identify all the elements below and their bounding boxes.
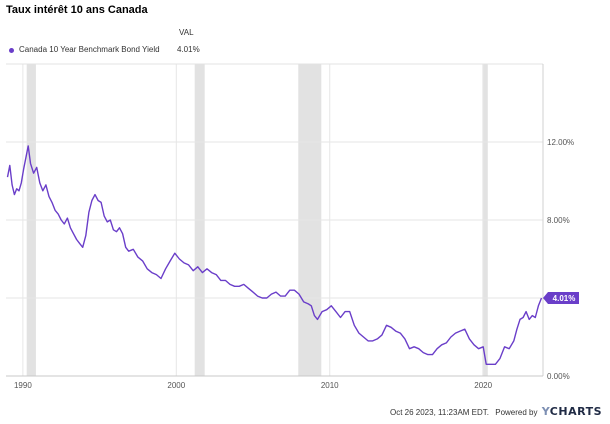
grid-lines — [6, 64, 543, 377]
chart-title: Taux intérêt 10 ans Canada — [6, 4, 148, 16]
tick-labels: 1990 2000 2010 2020 0.00% 8.00% 12.00% — [14, 138, 574, 390]
y-tick-label: 8.00% — [547, 216, 570, 225]
y-tick-label: 12.00% — [547, 138, 574, 147]
axes — [6, 63, 544, 377]
ycharts-logo-text: CHARTS — [549, 405, 602, 418]
x-tick-label: 2000 — [167, 381, 185, 390]
x-tick-label: 1990 — [14, 381, 32, 390]
x-tick-label: 2020 — [474, 381, 492, 390]
x-tick-label: 2010 — [321, 381, 339, 390]
legend-series-name: Canada 10 Year Benchmark Bond Yield — [19, 45, 160, 54]
legend-dot-icon — [9, 48, 14, 53]
last-value-marker: 4.01% — [543, 292, 579, 304]
last-value-tag: 4.01% — [543, 292, 579, 304]
ycharts-logo-y: Y — [541, 405, 550, 418]
footer-powered-by: Powered by — [495, 408, 538, 417]
last-value-tag-bg — [543, 292, 579, 304]
y-tick-label: 0.00% — [547, 372, 570, 381]
legend-value-header: VAL — [179, 28, 194, 37]
series-line — [6, 145, 543, 365]
series-layer — [6, 145, 543, 365]
footer-timestamp: Oct 26 2023, 11:23AM EDT. — [389, 408, 489, 417]
ycharts-logo[interactable]: YCHARTS — [542, 405, 602, 418]
legend-series-value: 4.01% — [177, 45, 200, 54]
chart-footer: Oct 26 2023, 11:23AM EDT. Powered by YCH… — [390, 405, 602, 418]
last-value-tag-text: 4.01% — [553, 294, 576, 303]
